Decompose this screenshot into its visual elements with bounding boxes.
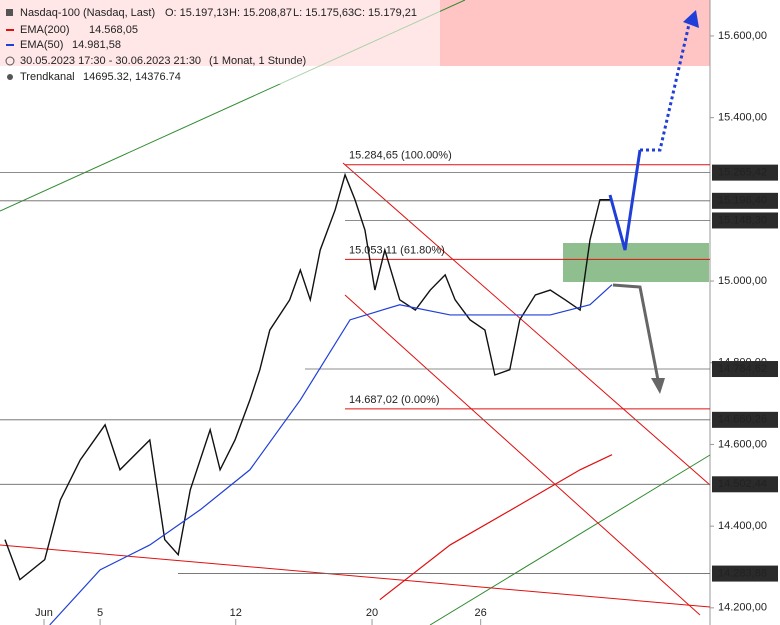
arrow-head — [651, 378, 665, 394]
ohlc-value: C: 15.179,21 — [354, 7, 417, 19]
ohlc-value: H: 15.208,87 — [229, 7, 292, 19]
x-tick-label: 26 — [475, 607, 487, 619]
y-tick-label: 14.400,00 — [718, 520, 767, 532]
price-level-label: 15.265,42 — [718, 167, 767, 179]
ema-line — [49, 284, 613, 625]
y-tick-label: 15.400,00 — [718, 112, 767, 124]
legend-background — [0, 0, 440, 84]
x-tick-label: Jun — [35, 607, 53, 619]
price-level-label: 14.784,62 — [718, 363, 767, 375]
legend-value: 14.568,05 — [89, 24, 138, 36]
price-level-label: 14.660,26 — [718, 414, 767, 426]
ohlc-value: L: 15.175,63 — [293, 7, 354, 19]
y-tick-label: 15.600,00 — [718, 30, 767, 42]
arrow-head — [683, 10, 699, 28]
price-axis: 14.200,0014.400,0014.600,0014.800,0015.0… — [35, 30, 778, 625]
resolution: (1 Monat, 1 Stunde) — [209, 55, 306, 67]
x-tick-label: 5 — [97, 607, 103, 619]
plot: 15.284,65 (100.00%) 15.053,11 (61.80%) 14.… — [0, 150, 710, 625]
channel-icon — [7, 74, 13, 80]
scenario-arrow — [640, 19, 692, 152]
price-label-box — [712, 476, 778, 493]
ohlc-value: O: 15.197,13 — [165, 7, 229, 19]
scenario-arrow — [612, 283, 660, 381]
fib-label: 14.687,02 (0.00%) — [349, 394, 440, 406]
x-tick-label: 20 — [366, 607, 378, 619]
price-level-label: 15.148,30 — [718, 214, 767, 226]
price-label-box — [712, 212, 778, 229]
clock-icon — [5, 56, 15, 66]
channel-line — [342, 162, 711, 486]
ema-line — [379, 454, 613, 601]
trend-line — [0, 544, 711, 608]
price-label-box — [712, 192, 778, 209]
price-line — [4, 172, 613, 581]
instrument-name: Nasdaq-100 (Nasdaq, Last) — [20, 7, 155, 19]
ohlc-values: O: 15.197,13 H: 15.208,87 L: 15.175,63 C: 1… — [165, 7, 417, 19]
price-level-label: 14.283,88 — [718, 567, 767, 579]
y-tick-label: 15.000,00 — [718, 275, 767, 287]
price-label-box — [712, 164, 778, 181]
scenario-arrow — [608, 149, 642, 251]
channel-line — [344, 294, 701, 616]
trend-line — [429, 454, 711, 625]
price-level-label: 14.502,44 — [718, 478, 767, 490]
legend-label: EMA(200) — [20, 24, 70, 36]
legend-label: EMA(50) — [20, 39, 63, 51]
fib-label: 15.284,65 (100.00%) — [349, 150, 452, 162]
channel-name: Trendkanal — [20, 71, 75, 83]
channel-values: 14695.32, 14376.74 — [83, 71, 181, 83]
y-tick-label: 14.600,00 — [718, 438, 767, 450]
price-level-label: 15.196,40 — [718, 195, 767, 207]
price-label-box — [712, 411, 778, 428]
price-label-box — [712, 361, 778, 378]
instrument-icon — [6, 9, 13, 16]
y-tick-label: 14.200,00 — [718, 602, 767, 614]
legend-value: 14.981,58 — [72, 39, 121, 51]
price-label-box — [712, 565, 778, 582]
period: 30.05.2023 17:30 - 30.06.2023 21:30 — [20, 55, 201, 67]
fib-label: 15.053,11 (61.80%) — [349, 244, 445, 256]
x-tick-label: 12 — [230, 607, 242, 619]
